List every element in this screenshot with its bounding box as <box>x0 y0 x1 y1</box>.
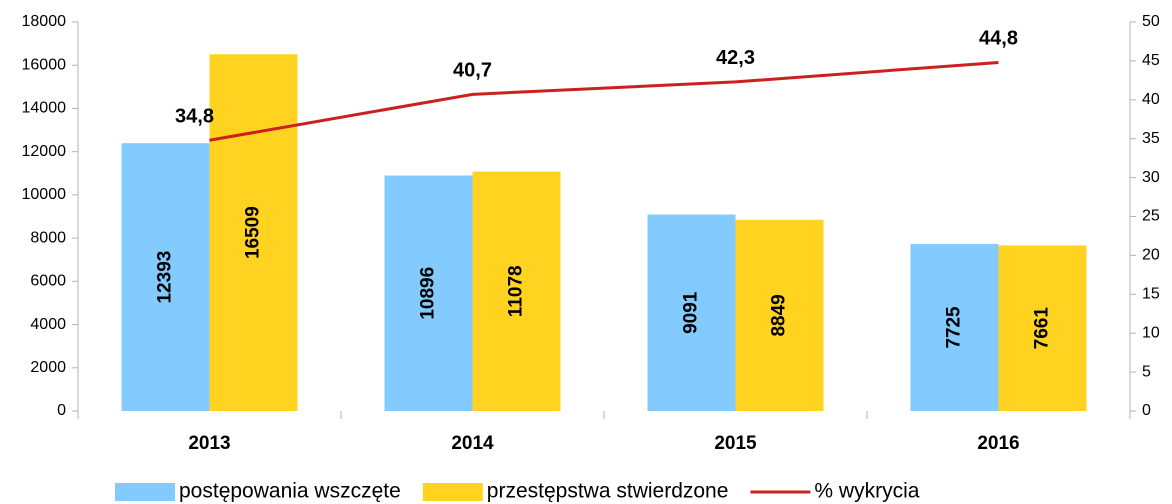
y-tick-label: 6000 <box>30 273 66 290</box>
bar <box>735 219 824 411</box>
bar-label: 11078 <box>506 265 527 317</box>
y-tick-label: 0 <box>57 402 66 419</box>
bar-label: 7661 <box>1032 307 1053 350</box>
bar-label: 9091 <box>681 291 702 334</box>
legend-swatch <box>115 483 175 501</box>
bar <box>121 143 210 411</box>
bar-label: 12393 <box>155 251 176 304</box>
y2-tick-label: 0 <box>1142 402 1151 419</box>
x-tick-label: 2015 <box>714 433 757 454</box>
y2-tick-label: 15 <box>1142 286 1160 303</box>
y2-tick-label: 30 <box>1142 169 1160 186</box>
y2-tick-label: 50 <box>1142 13 1160 30</box>
y-tick-label: 12000 <box>22 143 67 160</box>
x-tick-label: 2013 <box>188 433 230 454</box>
bar <box>384 175 473 411</box>
legend-label: przestępstwa stwierdzone <box>487 480 729 503</box>
bar-label: 10896 <box>418 267 439 320</box>
y-tick-label: 14000 <box>22 100 67 117</box>
y-tick-label: 2000 <box>30 359 66 376</box>
bar-label: 16509 <box>243 206 264 259</box>
bar-label: 7725 <box>944 306 965 349</box>
legend-label: % wykrycia <box>814 480 919 503</box>
y-tick-label: 16000 <box>22 56 67 73</box>
y-tick-label: 8000 <box>30 229 66 246</box>
y-tick-label: 18000 <box>22 13 67 30</box>
y2-tick-label: 20 <box>1142 247 1160 264</box>
line-label: 42,3 <box>716 47 755 69</box>
y2-tick-label: 35 <box>1142 130 1160 147</box>
line-label: 34,8 <box>175 106 214 128</box>
bar-label: 8849 <box>769 294 790 336</box>
y2-tick-label: 40 <box>1142 91 1160 108</box>
x-tick-label: 2014 <box>451 433 494 454</box>
bar <box>209 54 298 411</box>
y2-tick-label: 5 <box>1142 363 1151 380</box>
legend-label: postępowania wszczęte <box>179 480 401 503</box>
x-tick-label: 2016 <box>977 433 1019 454</box>
bar <box>472 171 561 411</box>
legend-swatch <box>422 483 483 501</box>
line-label: 44,8 <box>979 28 1018 50</box>
bar <box>647 214 736 411</box>
y2-tick-label: 45 <box>1142 52 1160 69</box>
y-tick-label: 10000 <box>22 186 67 203</box>
line-label: 40,7 <box>453 60 492 82</box>
y2-tick-label: 10 <box>1142 324 1160 341</box>
bar <box>998 245 1087 411</box>
line <box>209 60 999 142</box>
y-tick-label: 4000 <box>30 316 66 333</box>
y2-tick-label: 25 <box>1142 208 1160 225</box>
bar <box>910 244 999 411</box>
